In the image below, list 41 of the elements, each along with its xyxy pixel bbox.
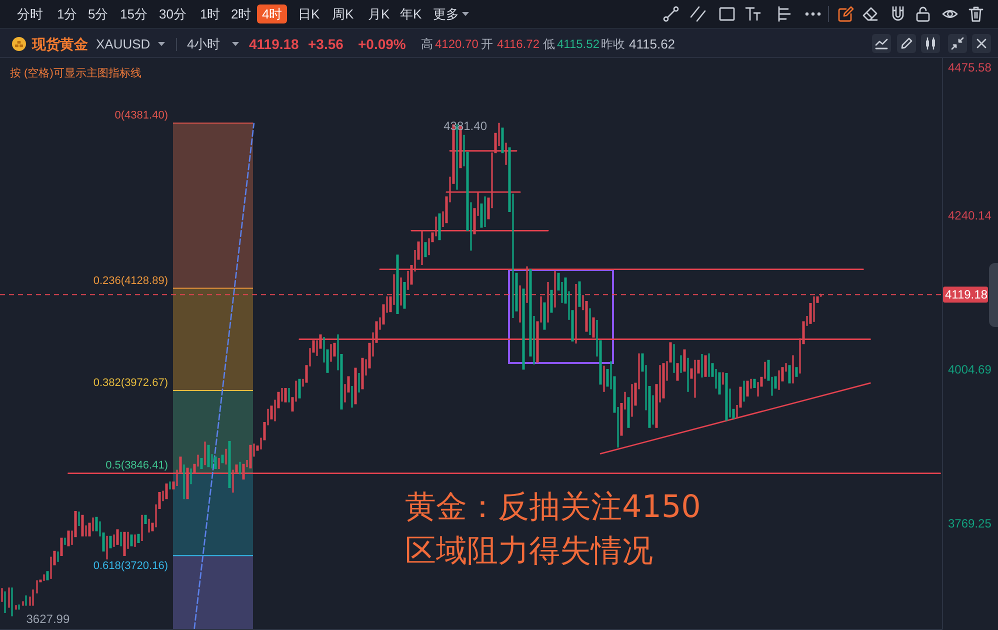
text: 4时 xyxy=(257,4,288,24)
ref-line-label: 0.618(3720.16) xyxy=(93,560,168,572)
text: +0.09% xyxy=(358,36,406,52)
text: 1时 xyxy=(200,6,220,22)
text: 日K xyxy=(298,6,320,22)
text: 低 xyxy=(543,37,555,51)
text: 月K xyxy=(368,6,390,22)
text: 开 xyxy=(481,37,493,51)
text: 4116.72 xyxy=(497,37,540,51)
y-tick-label: 4004.69 xyxy=(948,362,992,377)
text: 15分 xyxy=(120,6,148,22)
ref-line-label: 0.236(4128.89) xyxy=(93,274,168,287)
text: 2时 xyxy=(231,6,252,22)
annotation: 4381.40 xyxy=(444,119,488,134)
text: 黄金：反抽关注4150区域阻力得失情况 xyxy=(405,489,701,569)
y-tick-label: 4240.14 xyxy=(948,208,992,223)
text: 更多 xyxy=(433,6,459,22)
text: 高 xyxy=(421,37,433,51)
text: 1分 xyxy=(57,6,78,22)
annotation: 按 (空格)可显示主图指标线 xyxy=(10,68,142,80)
ref-line-label: 0.382(3972.67) xyxy=(93,376,168,389)
text: 年K xyxy=(400,6,422,22)
ref-line-label: 0.5(3846.41) xyxy=(106,460,168,472)
annotation: 3627.99 xyxy=(26,612,70,626)
text: 5分 xyxy=(88,6,108,22)
text: 4115.62 xyxy=(629,36,676,52)
text: 4小时 xyxy=(187,36,220,52)
text: +3.56 xyxy=(308,36,344,52)
text: 4115.52 xyxy=(557,37,600,51)
ref-line-label: 4119.18 xyxy=(945,288,988,302)
text: 分时 xyxy=(17,6,43,22)
text: 现货黄金 xyxy=(32,36,88,52)
text: 4119.18 xyxy=(249,36,299,52)
text: XAUUSD xyxy=(96,36,150,52)
text: 昨收 xyxy=(601,37,625,51)
text: 30分 xyxy=(159,6,186,22)
text: 4120.70 xyxy=(435,37,478,51)
ref-line-label: 0(4381.40) xyxy=(114,110,168,122)
y-tick-label: 3769.25 xyxy=(948,516,992,531)
text: 周K xyxy=(332,6,354,22)
y-tick-label: 4475.58 xyxy=(948,60,992,75)
